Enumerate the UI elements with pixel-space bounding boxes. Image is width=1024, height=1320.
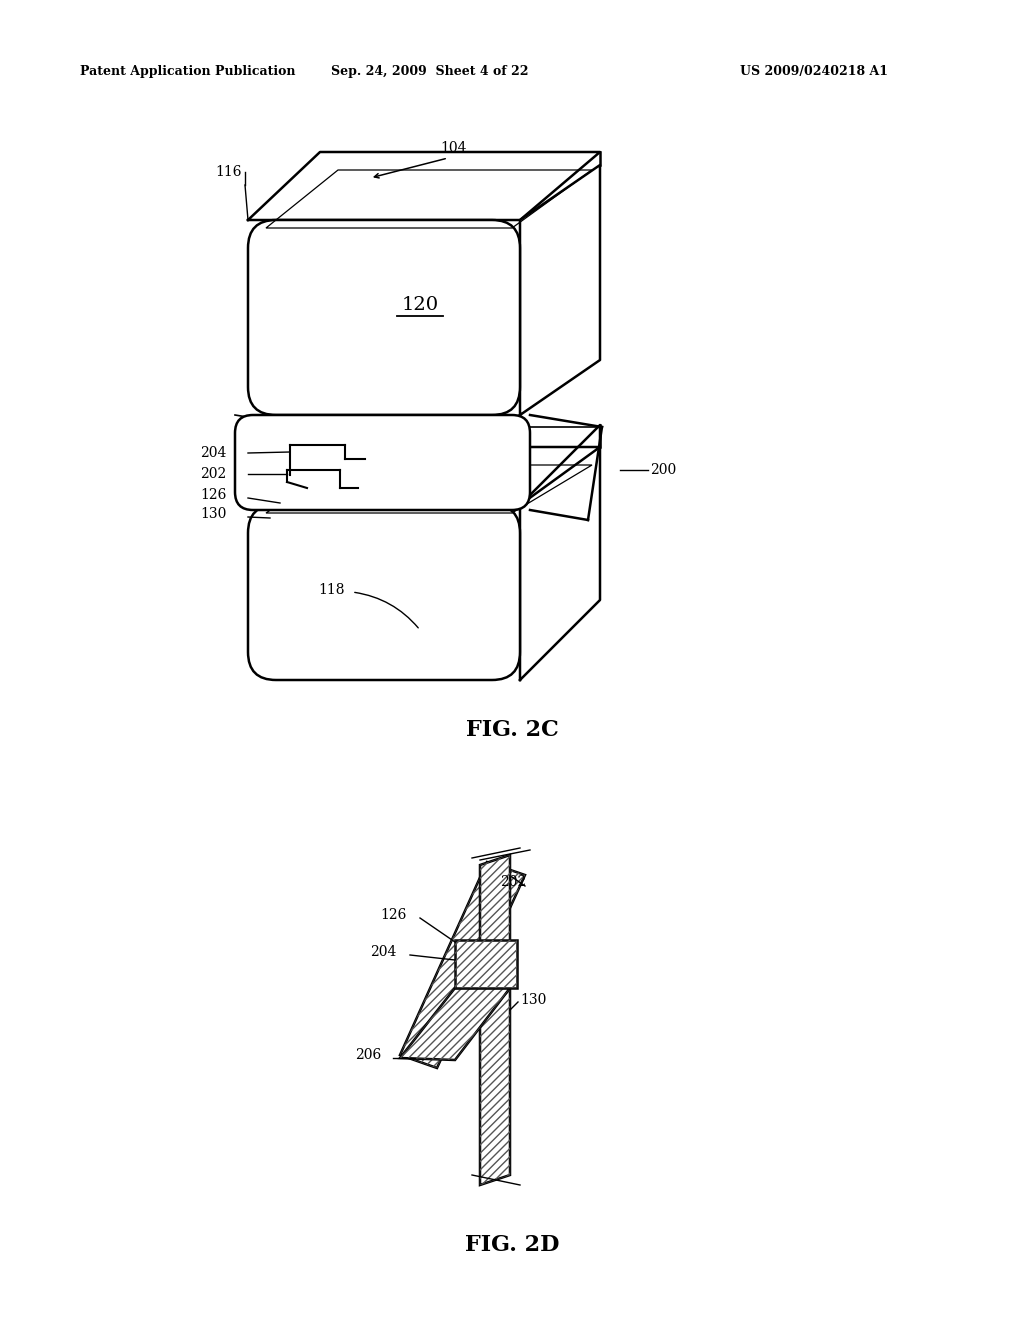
Polygon shape xyxy=(248,447,600,506)
Text: Patent Application Publication: Patent Application Publication xyxy=(80,66,296,78)
Text: 130: 130 xyxy=(200,507,226,521)
Polygon shape xyxy=(400,987,510,1060)
FancyBboxPatch shape xyxy=(248,220,520,414)
Text: 202: 202 xyxy=(200,467,226,480)
Polygon shape xyxy=(400,862,525,1068)
Polygon shape xyxy=(480,855,510,1185)
Text: 206: 206 xyxy=(355,1048,381,1063)
Polygon shape xyxy=(520,425,600,680)
Polygon shape xyxy=(520,165,600,414)
Text: 204: 204 xyxy=(200,446,226,459)
Text: 126: 126 xyxy=(380,908,407,921)
Text: Sep. 24, 2009  Sheet 4 of 22: Sep. 24, 2009 Sheet 4 of 22 xyxy=(331,66,528,78)
Text: 200: 200 xyxy=(650,463,676,477)
Text: 116: 116 xyxy=(215,165,242,180)
Text: 118: 118 xyxy=(318,583,344,597)
Text: FIG. 2D: FIG. 2D xyxy=(465,1234,559,1257)
Text: 104: 104 xyxy=(440,141,467,154)
Text: 202: 202 xyxy=(500,875,526,888)
Text: US 2009/0240218 A1: US 2009/0240218 A1 xyxy=(740,66,888,78)
Text: 120: 120 xyxy=(401,296,438,314)
Text: 126: 126 xyxy=(200,488,226,502)
FancyBboxPatch shape xyxy=(248,506,520,680)
Text: 130: 130 xyxy=(520,993,547,1007)
Text: FIG. 2C: FIG. 2C xyxy=(466,719,558,741)
Polygon shape xyxy=(248,152,600,220)
Text: 204: 204 xyxy=(370,945,396,960)
FancyBboxPatch shape xyxy=(234,414,530,510)
Polygon shape xyxy=(455,940,517,987)
